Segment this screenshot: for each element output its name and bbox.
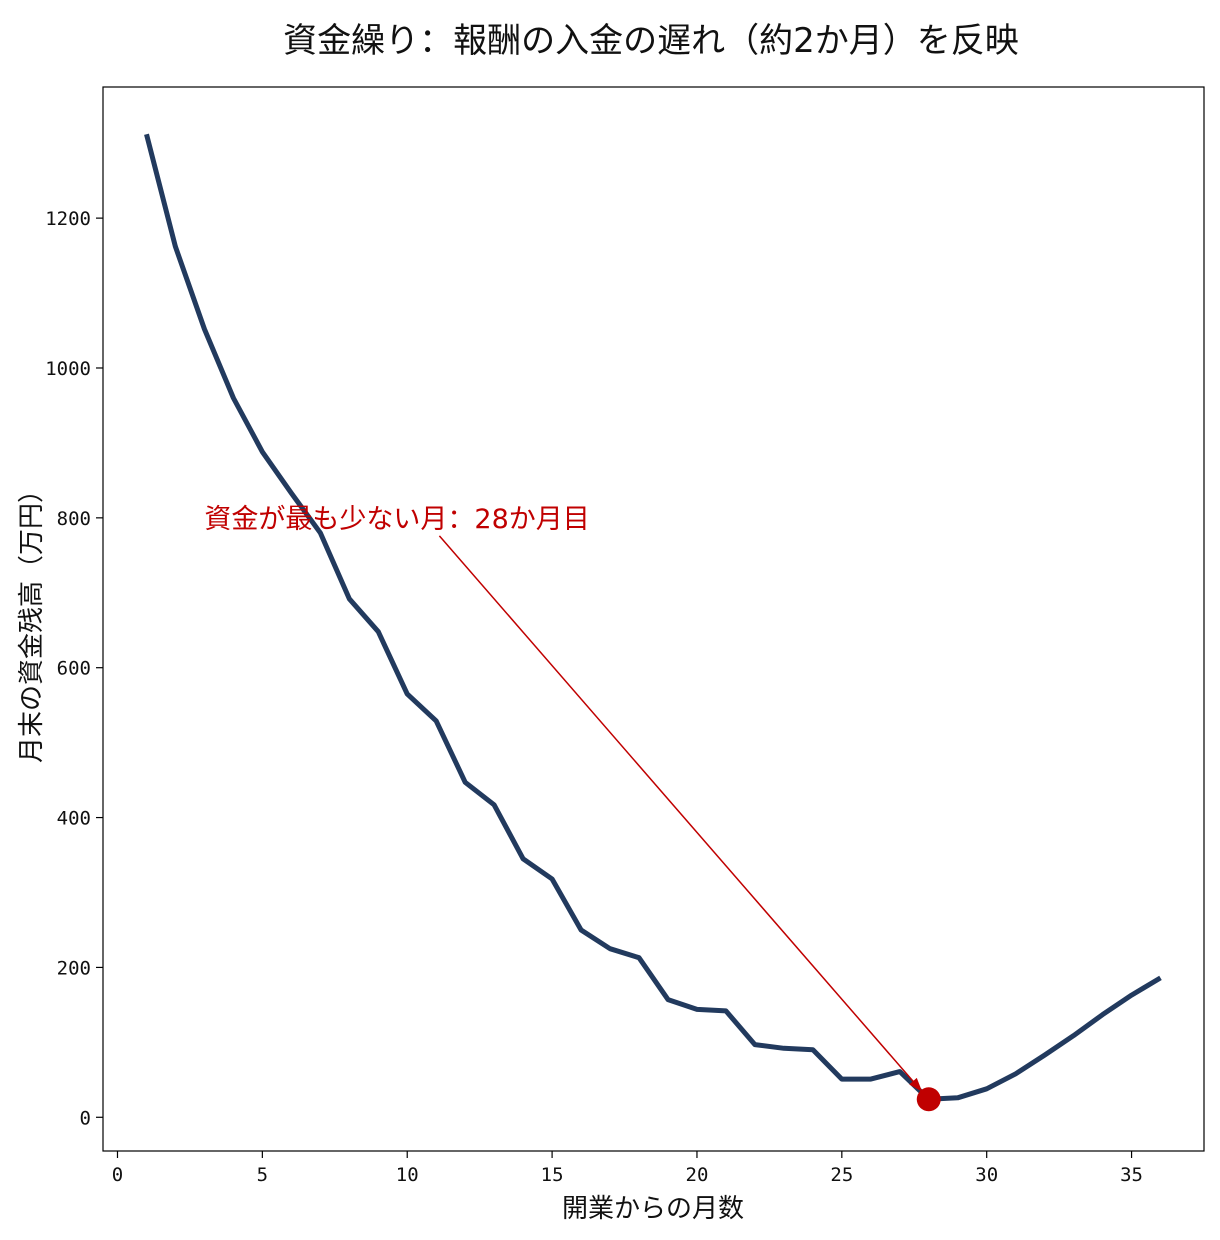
minimum-annotation-text: 資金が最も少ない月：28か月目 <box>204 504 589 535</box>
y-axis-ticks: 0 200 400 600 800 1000 1200 <box>45 208 103 1129</box>
y-tick-label: 1000 <box>45 358 91 380</box>
y-tick-label: 600 <box>57 658 91 680</box>
y-tick-label: 1200 <box>45 208 91 230</box>
x-tick-label: 35 <box>1120 1164 1143 1186</box>
series-layer <box>144 133 1162 1102</box>
y-tick-label: 800 <box>57 508 91 530</box>
chart-title: 資金繰り：報酬の入金の遅れ（約2か月）を反映 <box>283 21 1019 61</box>
y-tick-label: 400 <box>57 808 91 830</box>
x-tick-label: 20 <box>686 1164 709 1186</box>
annotation-arrow-head <box>909 1077 923 1092</box>
x-tick-label: 5 <box>257 1164 268 1186</box>
annotation-layer: 資金が最も少ない月：28か月目 <box>204 504 941 1112</box>
x-tick-label: 10 <box>396 1164 419 1186</box>
y-tick-label: 0 <box>80 1107 91 1129</box>
x-tick-label: 25 <box>830 1164 853 1186</box>
minimum-point-marker <box>916 1087 941 1112</box>
x-tick-label: 15 <box>541 1164 564 1186</box>
y-tick-label: 200 <box>57 957 91 979</box>
series-line <box>144 133 1162 1102</box>
x-tick-label: 30 <box>975 1164 998 1186</box>
x-tick-label: 0 <box>112 1164 123 1186</box>
x-axis-label: 開業からの月数 <box>562 1194 744 1224</box>
plot-frame <box>102 86 1205 1152</box>
x-axis-ticks: 0 5 10 15 20 25 30 35 <box>112 1151 1143 1186</box>
annotation-arrow-line <box>438 535 923 1093</box>
y-axis-label: 月末の資金残高（万円） <box>17 477 47 763</box>
